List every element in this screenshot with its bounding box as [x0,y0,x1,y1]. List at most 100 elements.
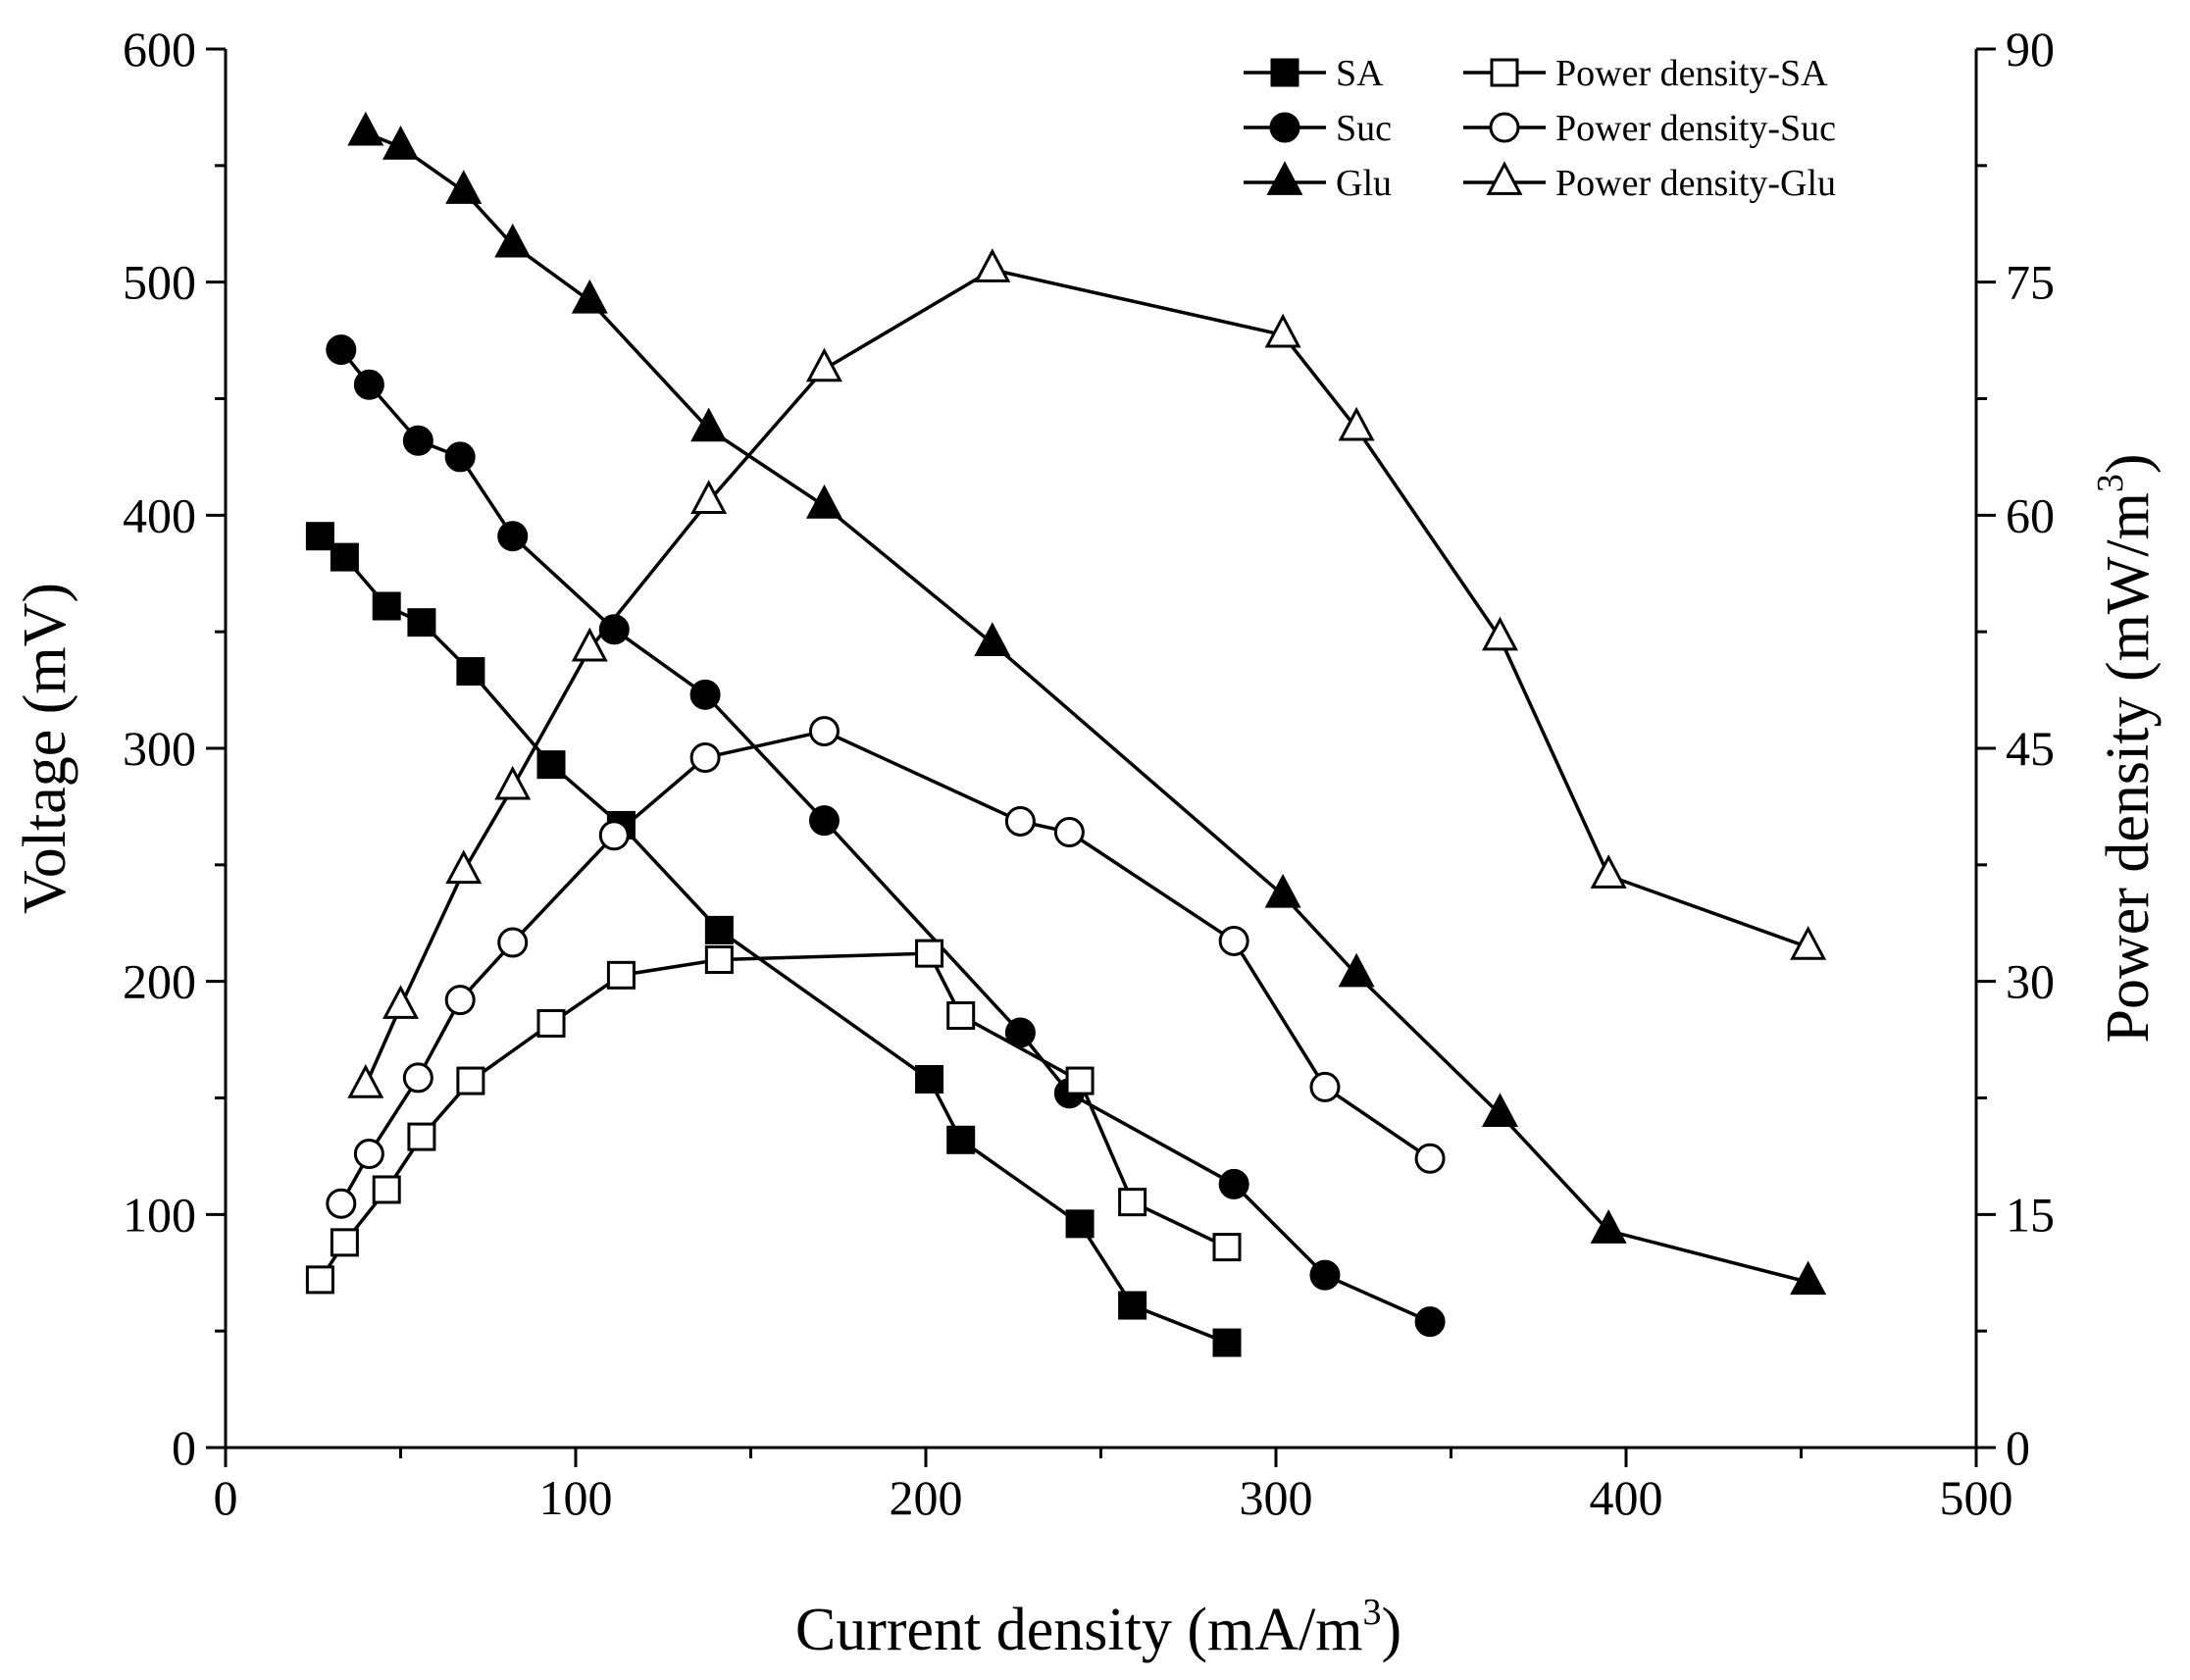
series-lines-layer [318,130,1809,1345]
x-tick-label: 200 [890,1470,963,1525]
data-point-suc [598,614,630,645]
series-line-power-density-glu [364,268,1809,1087]
x-tick-label: 400 [1590,1470,1663,1525]
data-point-suc [444,441,476,473]
legend-marker [1270,58,1299,87]
x-tick-label: 100 [539,1470,613,1525]
data-point-sa [456,657,485,687]
y-right-tick-label: 45 [2006,721,2055,776]
data-point-glu [1264,873,1301,908]
data-point-power-density-suc [689,742,721,774]
data-point-power-density-sa [946,1001,976,1031]
legend-item-power-density-suc: Power density-Suc [1463,108,1836,149]
data-point-power-density-glu [571,627,608,662]
legend-label: SA [1336,53,1384,94]
data-point-suc [1309,1259,1341,1291]
y-left-tick-label: 400 [123,487,196,542]
legend-marker [1486,161,1523,195]
data-point-suc [353,369,384,400]
data-point-glu [690,407,728,442]
data-point-power-density-sa [915,939,944,968]
data-point-power-density-sa [456,1066,485,1095]
legend-marker [1490,58,1519,87]
data-point-power-density-sa [1065,1066,1095,1095]
data-point-sa [946,1125,976,1154]
legend-marker [1266,161,1303,195]
data-point-power-density-glu [382,985,420,1019]
y-right-tick-label: 90 [2006,22,2055,76]
data-point-power-density-glu [1790,926,1827,960]
y-right-tick-label: 30 [2006,954,2055,1009]
data-point-suc [326,334,357,366]
data-point-power-density-glu [1338,406,1375,441]
y-right-tick-label: 15 [2006,1187,2055,1242]
data-point-power-density-sa [1212,1233,1242,1262]
data-point-power-density-glu [1590,854,1627,889]
data-point-power-density-suc [353,1139,384,1170]
data-point-glu [805,484,842,519]
data-point-power-density-sa [330,1228,359,1257]
data-point-power-density-glu [347,1064,384,1098]
data-point-suc [1004,1017,1036,1048]
legend-item-power-density-sa: Power density-SA [1463,53,1828,94]
data-point-power-density-suc [1309,1071,1341,1102]
data-point-power-density-sa [407,1122,436,1151]
data-point-power-density-glu [445,849,483,885]
data-point-power-density-suc [1004,805,1036,837]
y-left-tick-label: 100 [123,1187,196,1242]
data-point-glu [571,279,608,314]
legend-label: Suc [1336,108,1392,149]
data-point-sa [330,542,359,572]
data-point-power-density-sa [305,1265,334,1295]
legend-label: Power density-SA [1555,53,1828,94]
data-point-sa [1065,1209,1095,1239]
legend-marker [1269,112,1300,143]
y-right-tick-label: 0 [2006,1420,2030,1475]
data-point-power-density-glu [1481,616,1518,651]
data-point-power-density-suc [497,927,529,958]
data-point-glu [445,170,483,204]
data-point-sa [536,750,566,780]
legend-item-suc: Suc [1244,108,1392,149]
data-point-glu [974,622,1011,656]
data-point-power-density-suc [402,1062,433,1094]
data-point-glu [1481,1093,1518,1128]
data-point-sa [1212,1328,1242,1357]
x-tick-label: 500 [1940,1470,2013,1525]
data-point-power-density-suc [598,820,630,851]
data-point-sa [407,608,436,637]
legend: SA Power density-SA Suc Power density-Suc Gl… [1244,53,1836,204]
legend-label: Glu [1336,163,1392,204]
data-point-glu [1790,1260,1827,1296]
data-point-power-density-sa [536,1008,566,1038]
data-point-glu [382,126,419,160]
y-right-tick-label: 60 [2006,487,2055,542]
data-point-power-density-suc [1218,925,1249,956]
data-point-sa [915,1064,944,1094]
series-line-suc [339,348,1431,1324]
data-point-glu [494,223,532,258]
data-point-suc [808,805,840,837]
data-point-power-density-suc [444,985,476,1016]
data-point-glu [347,111,384,146]
data-point-power-density-sa [606,960,636,990]
data-point-power-density-suc [326,1188,357,1219]
data-point-suc [402,425,433,456]
data-point-power-density-suc [1053,817,1085,848]
data-point-power-density-suc [1414,1143,1446,1174]
data-point-sa [372,591,401,621]
y-left-tick-label: 600 [123,22,196,76]
data-point-power-density-sa [1118,1188,1147,1217]
y-left-tick-label: 0 [172,1420,196,1475]
data-point-suc [1218,1168,1249,1199]
data-point-power-density-glu [494,765,532,800]
data-point-glu [1338,952,1375,988]
x-tick-label: 0 [214,1470,238,1525]
y-left-tick-label: 300 [123,721,196,776]
data-point-power-density-glu [974,248,1011,282]
data-point-glu [1590,1209,1627,1244]
data-point-power-density-glu [690,480,728,514]
legend-label: Power density-Suc [1555,108,1836,149]
data-point-power-density-glu [1264,313,1301,348]
